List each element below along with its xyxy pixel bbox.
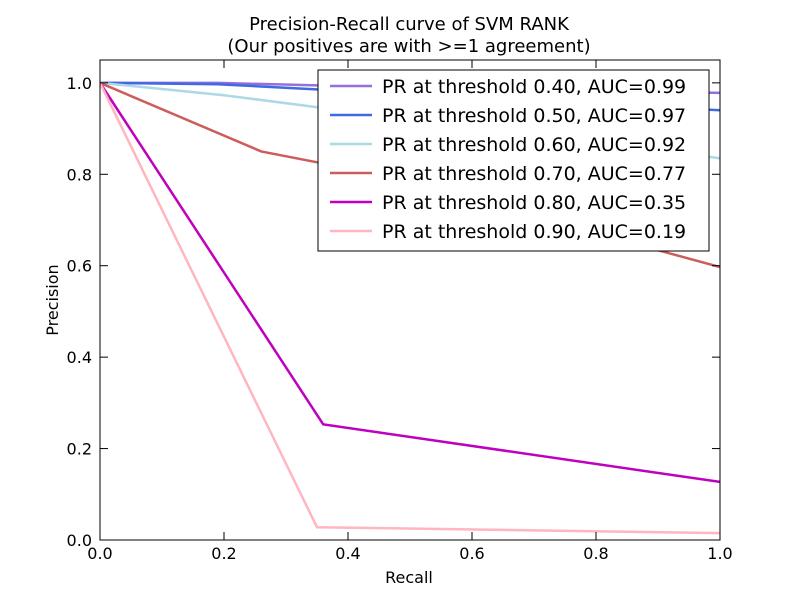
x-tick-label-5: 0.8 (583, 544, 608, 563)
series-line-5 (100, 82, 720, 484)
legend-label-5: PR at threshold 0.80, AUC=0.35 (382, 192, 686, 214)
y-tick-label-1: 0.0 (67, 531, 92, 550)
chart-subtitle: (Our positives are with >=1 agreement) (227, 36, 590, 57)
y-axis-label: Precision (43, 264, 62, 335)
chart-title: Precision-Recall curve of SVM RANK (249, 14, 570, 35)
x-tick-label-3: 0.4 (335, 544, 360, 563)
x-tick-label-4: 0.6 (459, 544, 484, 563)
y-tick-label-3: 0.4 (67, 348, 92, 367)
x-axis-label: Recall (385, 568, 433, 587)
axis-ticks-layer: 0.0 0.2 0.4 0.6 0.8 1.0 0.0 0.2 0.4 0.6 0.8 1.0 (67, 60, 733, 563)
x-tick-label-2: 0.2 (211, 544, 236, 563)
y-tick-label-2: 0.2 (67, 440, 92, 459)
y-tick-label-6: 1.0 (67, 74, 92, 93)
legend-label-3: PR at threshold 0.60, AUC=0.92 (382, 134, 686, 156)
legend-label-1: PR at threshold 0.40, AUC=0.99 (382, 76, 686, 98)
legend-label-2: PR at threshold 0.50, AUC=0.97 (382, 105, 686, 127)
y-tick-label-4: 0.6 (67, 257, 92, 276)
plot-frame-layer (99, 59, 721, 541)
y-tick-label-5: 0.8 (67, 165, 92, 184)
legend: PR at threshold 0.40, AUC=0.99 PR at thre… (317, 69, 710, 252)
legend-box (317, 69, 710, 252)
legend-label-4: PR at threshold 0.70, AUC=0.77 (382, 163, 686, 185)
legend-label-6: PR at threshold 0.90, AUC=0.19 (382, 221, 686, 243)
series-line-6 (100, 82, 720, 535)
plot-frame (99, 59, 721, 541)
x-tick-label-1: 0.0 (87, 544, 112, 563)
x-tick-label-6: 1.0 (707, 544, 732, 563)
